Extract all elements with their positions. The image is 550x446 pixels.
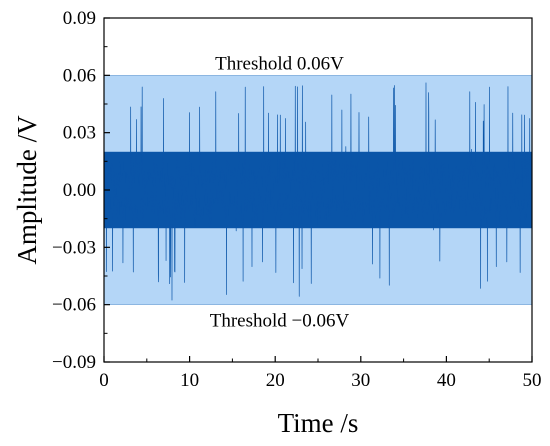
x-tick-label: 40 <box>437 370 456 391</box>
y-tick-label: 0.09 <box>63 8 96 29</box>
y-tick-label: 0.00 <box>63 180 96 201</box>
x-tick-label: 10 <box>180 370 199 391</box>
threshold-lower-label: Threshold −0.06V <box>210 311 350 332</box>
y-tick-label: −0.06 <box>52 295 96 316</box>
y-tick-label: −0.03 <box>52 237 96 258</box>
x-axis-title: Time /s <box>278 408 359 438</box>
threshold-upper-label: Threshold 0.06V <box>215 53 344 74</box>
x-tick-label: 0 <box>99 370 109 391</box>
y-tick-label: 0.03 <box>63 123 96 144</box>
y-tick-label: 0.06 <box>63 65 96 86</box>
signal-trace <box>103 82 533 301</box>
x-tick-label: 30 <box>351 370 370 391</box>
x-tick-label: 20 <box>266 370 285 391</box>
x-tick-label: 50 <box>523 370 542 391</box>
y-tick-label: −0.09 <box>52 352 96 373</box>
y-axis-title: Amplitude /V <box>12 115 42 265</box>
